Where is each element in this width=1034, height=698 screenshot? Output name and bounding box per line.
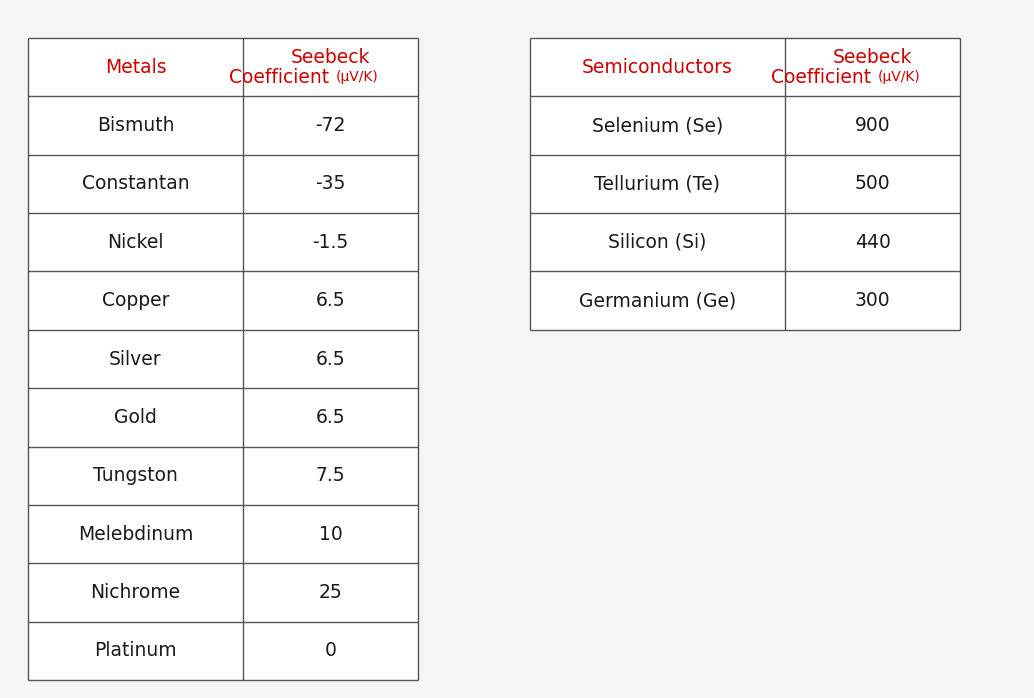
Text: Silver: Silver bbox=[110, 350, 161, 369]
Text: Constantan: Constantan bbox=[82, 174, 189, 193]
Bar bbox=[530, 38, 960, 330]
Text: Gold: Gold bbox=[114, 408, 157, 427]
Text: Tungston: Tungston bbox=[93, 466, 178, 485]
Text: Seebeck: Seebeck bbox=[291, 47, 370, 67]
Text: Silicon (Si): Silicon (Si) bbox=[608, 232, 706, 252]
Text: 25: 25 bbox=[318, 583, 342, 602]
Text: Bismuth: Bismuth bbox=[97, 116, 175, 135]
Text: Copper: Copper bbox=[101, 291, 170, 310]
Text: -35: -35 bbox=[315, 174, 345, 193]
Text: Tellurium (Te): Tellurium (Te) bbox=[595, 174, 721, 193]
Text: Germanium (Ge): Germanium (Ge) bbox=[579, 291, 736, 310]
Text: 6.5: 6.5 bbox=[315, 291, 345, 310]
Text: Nickel: Nickel bbox=[108, 232, 163, 252]
Text: 440: 440 bbox=[854, 232, 890, 252]
Text: 6.5: 6.5 bbox=[315, 350, 345, 369]
Text: 300: 300 bbox=[855, 291, 890, 310]
Text: -72: -72 bbox=[315, 116, 345, 135]
Text: 500: 500 bbox=[855, 174, 890, 193]
Text: Coefficient: Coefficient bbox=[230, 68, 335, 87]
Text: 900: 900 bbox=[855, 116, 890, 135]
Text: Metals: Metals bbox=[104, 58, 166, 77]
Text: Platinum: Platinum bbox=[94, 641, 177, 660]
Text: -1.5: -1.5 bbox=[312, 232, 348, 252]
Text: Coefficient: Coefficient bbox=[771, 68, 878, 87]
Bar bbox=[28, 38, 418, 680]
Text: Nichrome: Nichrome bbox=[90, 583, 181, 602]
Text: (μV/K): (μV/K) bbox=[335, 70, 378, 84]
Text: Semiconductors: Semiconductors bbox=[582, 58, 733, 77]
Text: 0: 0 bbox=[325, 641, 336, 660]
Text: (μV/K): (μV/K) bbox=[878, 70, 920, 84]
Text: 7.5: 7.5 bbox=[315, 466, 345, 485]
Text: Melebdinum: Melebdinum bbox=[78, 525, 193, 544]
Text: 6.5: 6.5 bbox=[315, 408, 345, 427]
Text: Selenium (Se): Selenium (Se) bbox=[591, 116, 723, 135]
Text: Seebeck: Seebeck bbox=[832, 47, 912, 67]
Text: 10: 10 bbox=[318, 525, 342, 544]
